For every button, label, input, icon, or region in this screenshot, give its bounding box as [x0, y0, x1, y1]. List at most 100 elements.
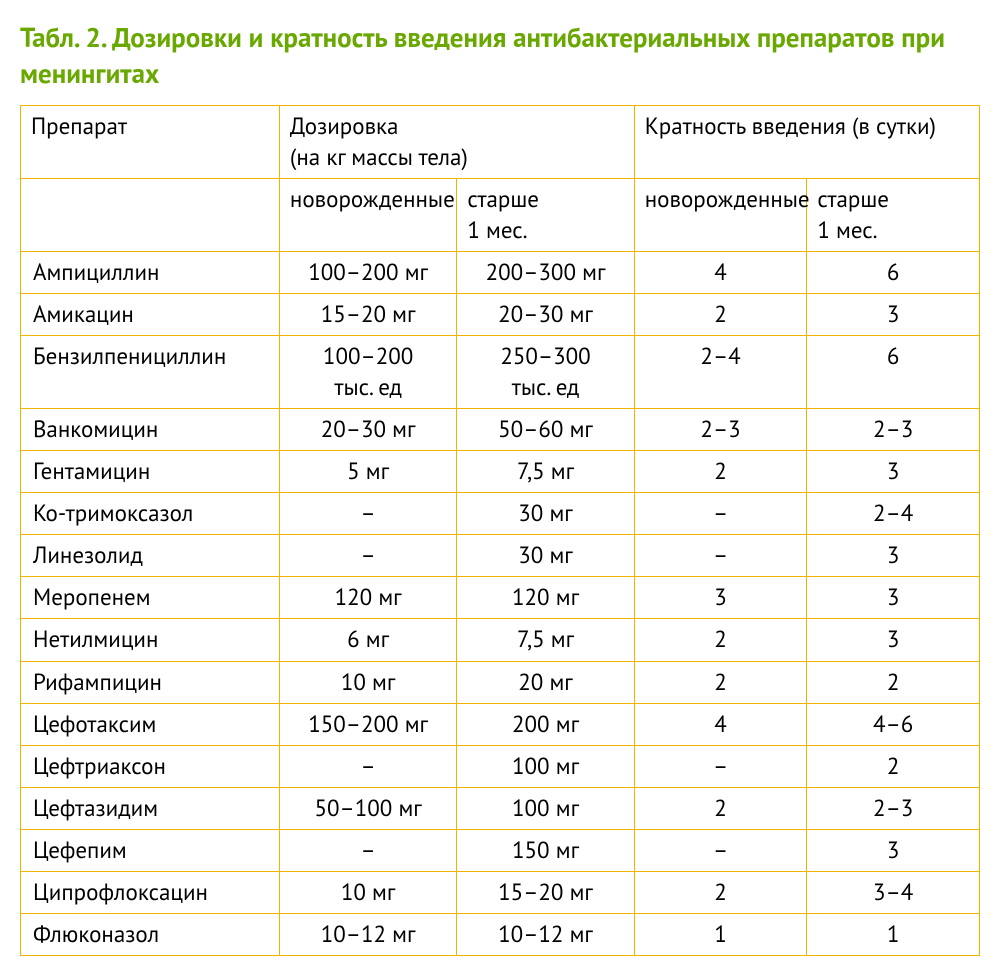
cell-freq-older: 6 [807, 252, 980, 294]
cell-freq-older: 3 [807, 619, 980, 661]
header-dosage: Дозировка(на кг массы тела) [279, 105, 634, 178]
cell-freq-newborn: 2 [634, 787, 807, 829]
cell-dose-newborn: 50–100 мг [279, 787, 456, 829]
table-row: Ванкомицин20–30 мг50–60 мг2–32–3 [21, 409, 980, 451]
cell-dose-newborn: 150–200 мг [279, 703, 456, 745]
cell-dose-newborn: 6 мг [279, 619, 456, 661]
cell-dose-newborn: 15–20 мг [279, 294, 456, 336]
cell-drug: Цефтазидим [21, 787, 280, 829]
cell-drug: Цефтриаксон [21, 745, 280, 787]
cell-freq-newborn: – [634, 745, 807, 787]
cell-drug: Ампициллин [21, 252, 280, 294]
cell-freq-newborn: 4 [634, 252, 807, 294]
subheader-freq-older: старше1 мес. [807, 178, 980, 251]
cell-drug: Рифампицин [21, 661, 280, 703]
cell-freq-newborn: – [634, 829, 807, 871]
cell-freq-older: 3 [807, 451, 980, 493]
subheader-empty [21, 178, 280, 251]
cell-dose-older: 200–300 мг [457, 252, 634, 294]
cell-freq-older: 3–4 [807, 871, 980, 913]
cell-freq-newborn: 2 [634, 294, 807, 336]
table-row: Рифампицин10 мг20 мг22 [21, 661, 980, 703]
cell-drug: Флюконазол [21, 913, 280, 955]
cell-drug: Ванкомицин [21, 409, 280, 451]
cell-freq-newborn: 4 [634, 703, 807, 745]
cell-dose-newborn: – [279, 493, 456, 535]
cell-freq-older: 2–3 [807, 409, 980, 451]
cell-freq-newborn: 2 [634, 661, 807, 703]
cell-dose-older: 250–300тыс. ед [457, 336, 634, 409]
table-row: Ко-тримоксазол–30 мг–2–4 [21, 493, 980, 535]
title-prefix: Табл. 2. [20, 21, 106, 55]
cell-drug: Ко-тримоксазол [21, 493, 280, 535]
cell-freq-newborn: 3 [634, 577, 807, 619]
cell-freq-older: 3 [807, 535, 980, 577]
cell-dose-older: 120 мг [457, 577, 634, 619]
cell-dose-newborn: – [279, 745, 456, 787]
cell-drug: Ципрофлоксацин [21, 871, 280, 913]
cell-freq-newborn: 2–4 [634, 336, 807, 409]
cell-dose-older: 7,5 мг [457, 451, 634, 493]
subheader-row: новорожденные старше1 мес. новорожденные… [21, 178, 980, 251]
table-row: Бензилпенициллин100–200тыс. ед250–300тыс… [21, 336, 980, 409]
header-drug: Препарат [21, 105, 280, 178]
cell-freq-older: 1 [807, 913, 980, 955]
table-row: Ципрофлоксацин10 мг15–20 мг23–4 [21, 871, 980, 913]
table-row: Линезолид–30 мг–3 [21, 535, 980, 577]
cell-freq-older: 2 [807, 745, 980, 787]
cell-freq-older: 2 [807, 661, 980, 703]
cell-dose-newborn: 100–200 мг [279, 252, 456, 294]
title-text: Дозировки и кратность введения антибакте… [20, 21, 945, 91]
cell-freq-older: 4–6 [807, 703, 980, 745]
cell-dose-newborn: – [279, 829, 456, 871]
table-row: Нетилмицин6 мг7,5 мг23 [21, 619, 980, 661]
table-row: Цефтазидим50–100 мг100 мг22–3 [21, 787, 980, 829]
cell-dose-older: 100 мг [457, 787, 634, 829]
subheader-freq-newborn: новорожденные [634, 178, 807, 251]
cell-freq-older: 2–4 [807, 493, 980, 535]
cell-drug: Цефепим [21, 829, 280, 871]
cell-dose-newborn: 10–12 мг [279, 913, 456, 955]
cell-freq-newborn: – [634, 535, 807, 577]
cell-dose-older: 30 мг [457, 535, 634, 577]
cell-dose-newborn: – [279, 535, 456, 577]
cell-dose-older: 150 мг [457, 829, 634, 871]
cell-freq-older: 3 [807, 577, 980, 619]
cell-freq-newborn: 1 [634, 913, 807, 955]
cell-dose-newborn: 120 мг [279, 577, 456, 619]
cell-dose-newborn: 10 мг [279, 661, 456, 703]
cell-freq-newborn: 2 [634, 451, 807, 493]
table-row: Амикацин15–20 мг20–30 мг23 [21, 294, 980, 336]
table-row: Цефотаксим150–200 мг200 мг44–6 [21, 703, 980, 745]
cell-drug: Цефотаксим [21, 703, 280, 745]
cell-dose-newborn: 5 мг [279, 451, 456, 493]
cell-drug: Бензилпенициллин [21, 336, 280, 409]
cell-dose-older: 30 мг [457, 493, 634, 535]
table-row: Флюконазол10–12 мг10–12 мг11 [21, 913, 980, 955]
table-row: Ампициллин100–200 мг200–300 мг46 [21, 252, 980, 294]
cell-freq-older: 3 [807, 294, 980, 336]
cell-freq-older: 6 [807, 336, 980, 409]
cell-dose-newborn: 20–30 мг [279, 409, 456, 451]
cell-freq-older: 2–3 [807, 787, 980, 829]
cell-drug: Меропенем [21, 577, 280, 619]
cell-drug: Нетилмицин [21, 619, 280, 661]
cell-drug: Линезолид [21, 535, 280, 577]
table-row: Меропенем120 мг120 мг33 [21, 577, 980, 619]
cell-dose-older: 200 мг [457, 703, 634, 745]
cell-freq-newborn: – [634, 493, 807, 535]
cell-freq-newborn: 2 [634, 871, 807, 913]
table-row: Цефтриаксон–100 мг–2 [21, 745, 980, 787]
subheader-dose-older: старше1 мес. [457, 178, 634, 251]
cell-freq-older: 3 [807, 829, 980, 871]
cell-dose-newborn: 10 мг [279, 871, 456, 913]
cell-freq-newborn: 2–3 [634, 409, 807, 451]
header-row: Препарат Дозировка(на кг массы тела) Кра… [21, 105, 980, 178]
dosage-table: Препарат Дозировка(на кг массы тела) Кра… [20, 105, 980, 956]
cell-dose-older: 100 мг [457, 745, 634, 787]
table-row: Цефепим–150 мг–3 [21, 829, 980, 871]
cell-freq-newborn: 2 [634, 619, 807, 661]
cell-dose-older: 50–60 мг [457, 409, 634, 451]
cell-dose-older: 7,5 мг [457, 619, 634, 661]
table-title: Табл. 2. Дозировки и кратность введения … [20, 20, 980, 93]
